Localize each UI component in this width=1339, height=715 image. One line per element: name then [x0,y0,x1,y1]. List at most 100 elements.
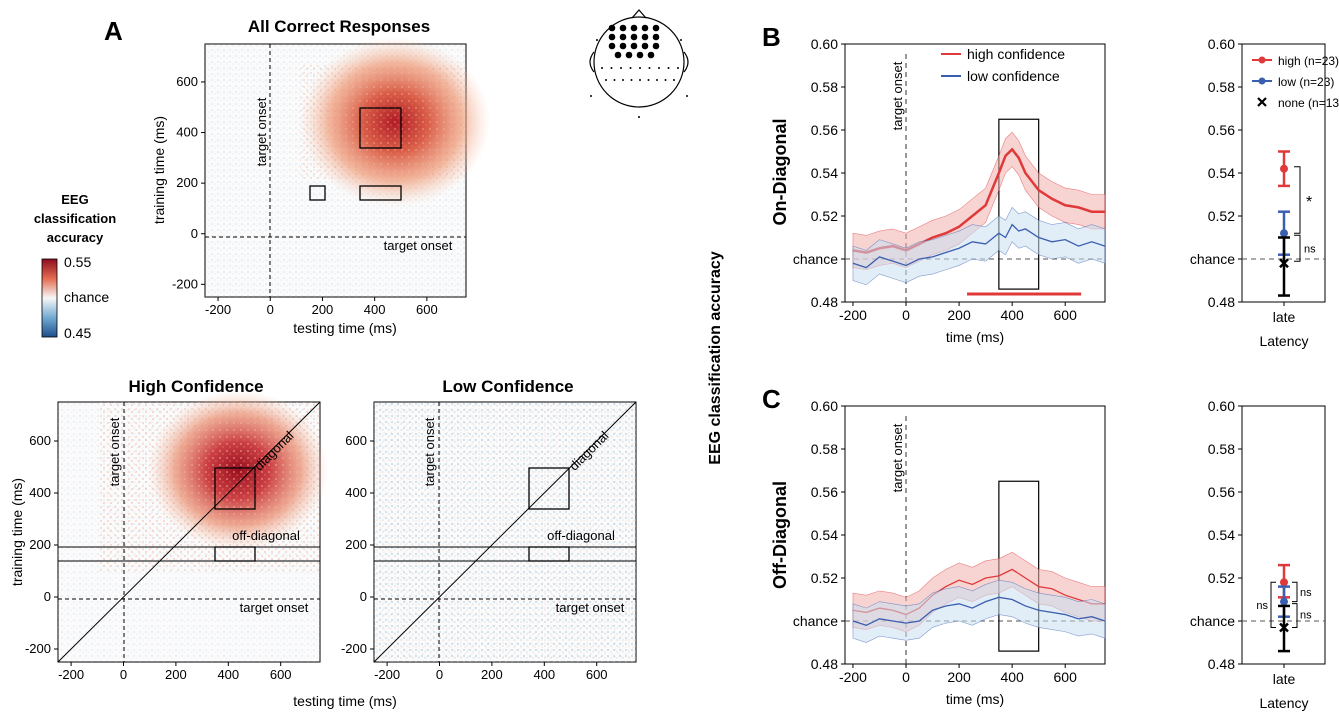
x-tick-label: 400 [1000,669,1024,685]
electrode-small-dot [667,67,670,69]
stat-bracket [1270,581,1276,628]
colorbar-max: 0.55 [64,254,91,270]
x-tick-label: 600 [1054,307,1078,323]
electrode-small-dot [677,67,679,69]
x-tick-label: 600 [586,667,608,682]
heatmap-low-xticks: -200 0 200 400 600 [374,662,608,682]
heatmap-bottom-xlabel: testing time (ms) [293,693,396,709]
heatmap-low-title: Low Confidence [442,377,573,396]
electrode-dot [636,51,644,59]
series-line [852,596,1106,626]
x-axis-label: Latency [1259,333,1308,349]
y-tick-label: 200 [29,537,51,552]
y-tick-label: 0.48 [811,656,838,672]
x-tick-label: 600 [1054,669,1078,685]
stat-bracket [1294,234,1301,262]
electrode-small-dot [638,116,640,118]
x-tick-label: -200 [374,667,400,682]
stat-label: ns [1300,610,1312,622]
heatmap-all-correct: All Correct Responses target onset targe… [151,17,490,336]
x-tick-label: -200 [839,669,867,685]
point-marker [1279,258,1289,269]
x-tick-label: -200 [58,667,84,682]
electrode-dot [619,42,627,50]
electrode-small-dot [630,79,633,81]
electrode-small-dot [639,67,641,69]
y-tick-label: 0 [191,226,198,241]
electrode-small-dot [656,79,658,81]
y-tick-label: 600 [345,433,367,448]
x-axis-label: Latency [1259,695,1308,711]
heatmap-all-xlabel: testing time (ms) [293,320,396,336]
onset-annotation: target onset [890,61,905,130]
x-tick-label: 0 [902,307,910,323]
legend-label: high (n=23) [1278,54,1339,68]
y-tick-label: 0 [360,589,367,604]
legend-marker [1257,97,1267,107]
electrode-small-dot [601,67,603,69]
x-category-label: late [1273,309,1296,325]
electrode-small-dot [686,95,688,97]
x-tick-label: 0 [436,667,443,682]
panel-label-b: B [762,22,781,52]
heatmap-high-ylabel: training time (ms) [9,478,25,586]
colorbar-min: 0.45 [64,325,91,341]
x-tick-label: 200 [165,667,187,682]
colorbar: EEG classification accuracy 0.55 chance … [34,192,116,341]
point-marker [1280,164,1288,173]
legend-label: low confidence [967,68,1060,84]
y-tick-label: 0.48 [1208,294,1235,310]
electrode-small-dot [596,39,598,41]
series-band [852,206,1106,286]
y-tick-label: 400 [176,125,198,140]
x-tick-label: 0 [267,302,274,317]
electrode-small-dot [673,79,675,81]
heatmap-all-ylabel: training time (ms) [151,116,167,224]
off-diagonal-label-high: off-diagonal [232,528,300,543]
electrode-small-dot [648,67,651,69]
y-tick-label: 0.52 [1208,208,1235,224]
y-tick-label: 400 [345,485,367,500]
x-tick-label: 600 [270,667,292,682]
x-category-label: late [1273,671,1296,687]
y-tick-label: 600 [176,74,198,89]
target-onset-v-all: target onset [254,97,269,166]
point-marker [1280,578,1288,587]
electrode-small-dot [658,67,660,69]
electrode-small-dot [613,79,616,81]
y-tick-label: 0.54 [811,165,838,181]
y-tick-label: chance [1190,251,1235,267]
y-tick-label: 0.48 [811,294,838,310]
heatmap-high-yticks: -200 0 200 400 600 [25,433,58,656]
target-onset-v-low: target onset [422,417,437,486]
y-tick-label: 0.52 [1208,570,1235,586]
stat-bracket [1292,603,1298,628]
x-axis-label: time (ms) [946,691,1004,707]
y-tick-label: 0.58 [1208,79,1235,95]
electrode-small-dot [664,79,667,81]
x-tick-label: 200 [947,669,971,685]
electrode-small-dot [680,39,682,41]
electrode-dot [647,51,655,59]
x-tick-label: 0 [902,669,910,685]
point-marker [1280,229,1288,238]
electrode-small-dot [647,79,650,81]
electrode-dot [619,33,627,41]
electrode-head-icon [589,9,689,118]
electrode-dot [625,51,633,59]
y-tick-label: 0.48 [1208,656,1235,672]
y-tick-label: 0.54 [811,527,838,543]
row-label-off-diagonal: Off-Diagonal [770,481,790,589]
y-tick-label: -200 [25,641,51,656]
point-marker [1279,622,1289,633]
panel-label-a: A [104,16,123,46]
legend-label: none (n=13) [1278,96,1339,110]
point-marker [1280,597,1288,606]
y-tick-label: 0.60 [1208,398,1235,414]
electrode-dot [614,51,622,59]
electrode-dot [630,42,638,50]
x-tick-label: 400 [533,667,555,682]
stat-label: ns [1300,587,1312,599]
stat-label: * [1306,194,1312,211]
x-tick-label: 200 [947,307,971,323]
